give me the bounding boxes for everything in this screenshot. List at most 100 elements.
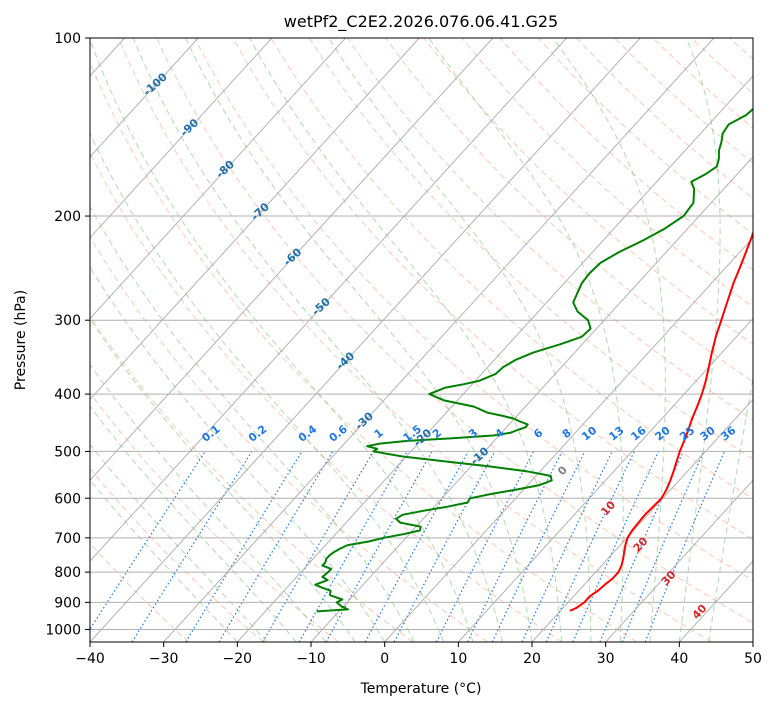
- moist-adiabat: [552, 38, 666, 642]
- x-tick-label: 30: [597, 651, 615, 667]
- moist-adiabat: [90, 317, 356, 642]
- dry-adiabat: [652, 38, 753, 129]
- dry-adiabat: [347, 38, 753, 421]
- dry-adiabat: [156, 38, 753, 624]
- x-tick-label: 40: [670, 651, 688, 667]
- isotherm-line: [90, 38, 641, 642]
- mixing-ratio-label: 6: [531, 426, 545, 441]
- x-tick-label: −40: [75, 651, 105, 667]
- moist-adiabat: [678, 38, 721, 642]
- dry-adiabat: [423, 38, 753, 345]
- dry-adiabat: [90, 542, 190, 642]
- chart-title: wetPf2_C2E2.2026.076.06.41.G25: [284, 12, 558, 32]
- dry-adiabat: [90, 467, 264, 642]
- mixing-ratio-line: [393, 451, 496, 642]
- y-tick-label: 400: [54, 387, 81, 403]
- x-tick-label: −30: [149, 651, 179, 667]
- profiles: [314, 107, 753, 613]
- isotherm-line: [90, 38, 567, 562]
- moist-adiabat-label: 10: [598, 498, 618, 518]
- dry-adiabat: [270, 38, 753, 500]
- mixing-ratio-line: [545, 451, 635, 642]
- mixing-ratio-line: [435, 451, 535, 642]
- isotherm-line: [457, 317, 753, 642]
- moist-adiabat: [328, 38, 592, 642]
- isotherm-line: [752, 641, 753, 642]
- y-tick-label: 500: [54, 444, 81, 460]
- y-tick-label: 700: [54, 531, 81, 547]
- dry-adiabat: [90, 392, 339, 642]
- mixing-ratio-line: [466, 451, 563, 642]
- y-tick-label: 200: [54, 209, 81, 225]
- mixing-ratio-label: 1: [372, 426, 386, 441]
- moist-adiabat: [90, 405, 297, 642]
- mixing-ratio-line: [185, 451, 303, 642]
- dewpoint-profile: [314, 107, 753, 613]
- isotherm-line: [605, 479, 753, 642]
- mixing-ratio-line: [90, 451, 206, 631]
- mixing-ratio-label: 10: [579, 424, 599, 444]
- mixing-ratio-label: 8: [560, 426, 574, 441]
- dry-adiabat: [90, 315, 414, 642]
- moist-adiabat: [90, 479, 238, 642]
- mixing-ratio-line: [364, 451, 469, 642]
- y-axis-label: Pressure (hPa): [13, 290, 29, 390]
- y-tick-label: 600: [54, 491, 81, 507]
- isotherm-line: [90, 38, 346, 320]
- mixing-ratio-label: 36: [718, 424, 738, 444]
- mixing-ratio-label: 13: [607, 424, 627, 444]
- x-tick-label: −20: [223, 651, 253, 667]
- mixing-ratio-line: [572, 451, 660, 642]
- mixing-ratio-line: [325, 451, 433, 642]
- moist-adiabat-label: 30: [659, 568, 679, 588]
- mixing-ratio-label: 20: [653, 424, 673, 444]
- mixing-ratio-label: 0.4: [296, 422, 320, 444]
- mixing-ratio-line: [621, 451, 705, 642]
- y-tick-label: 100: [54, 31, 81, 47]
- x-tick-label: 10: [449, 651, 467, 667]
- dry-adiabat: [90, 61, 638, 642]
- mixing-ratio-line: [131, 451, 253, 642]
- y-tick-label: 1000: [45, 622, 81, 638]
- moist-adiabat-label: 0: [555, 463, 570, 478]
- plot-frame: [89, 37, 754, 643]
- temperature-profile: [569, 230, 753, 612]
- y-tick-label: 300: [54, 313, 81, 329]
- moist-adiabat: [90, 38, 474, 642]
- dry-adiabat: [728, 38, 753, 60]
- isotherm-line: [310, 156, 753, 642]
- mixing-ratio-label: 0.1: [199, 422, 222, 444]
- dry-adiabat: [90, 235, 488, 642]
- isotherm-line: [531, 398, 753, 642]
- x-axis: −40 −30 −20 −10 0 10 20 30 40 50: [75, 642, 762, 667]
- isotherm-line: [90, 38, 199, 158]
- moist-adiabat: [185, 38, 533, 642]
- isotherm-line: [90, 38, 494, 482]
- dry-adiabat: [385, 38, 753, 383]
- x-tick-label: 0: [380, 651, 389, 667]
- isotherm-line: [90, 38, 273, 239]
- moist-adiabat: [708, 375, 753, 642]
- moist-adiabat: [90, 266, 386, 642]
- x-tick-label: 20: [523, 651, 541, 667]
- moist-adiabat-label: 40: [690, 602, 710, 622]
- y-axis: 100 200 300 400 500 600 700 800 900 1000: [45, 31, 90, 638]
- dry-adiabat: [90, 152, 563, 642]
- isotherm-line: [236, 75, 753, 642]
- isotherm-line: [163, 38, 715, 642]
- moist-adiabat: [90, 132, 445, 642]
- isotherm-line: [384, 236, 753, 642]
- y-tick-label: 900: [54, 595, 81, 611]
- y-tick-label: 800: [54, 565, 81, 581]
- moist-adiabat: [90, 363, 327, 642]
- moist-adiabat: [249, 38, 562, 642]
- dry-adiabat: [768, 38, 775, 642]
- x-axis-label: Temperature (°C): [360, 681, 482, 697]
- mixing-ratio-line: [644, 451, 726, 642]
- dry-adiabat: [194, 38, 753, 582]
- x-tick-label: 50: [744, 651, 762, 667]
- pressure-grid: [90, 38, 753, 630]
- mixing-ratio-line: [298, 451, 408, 642]
- moist-adiabat: [428, 38, 624, 642]
